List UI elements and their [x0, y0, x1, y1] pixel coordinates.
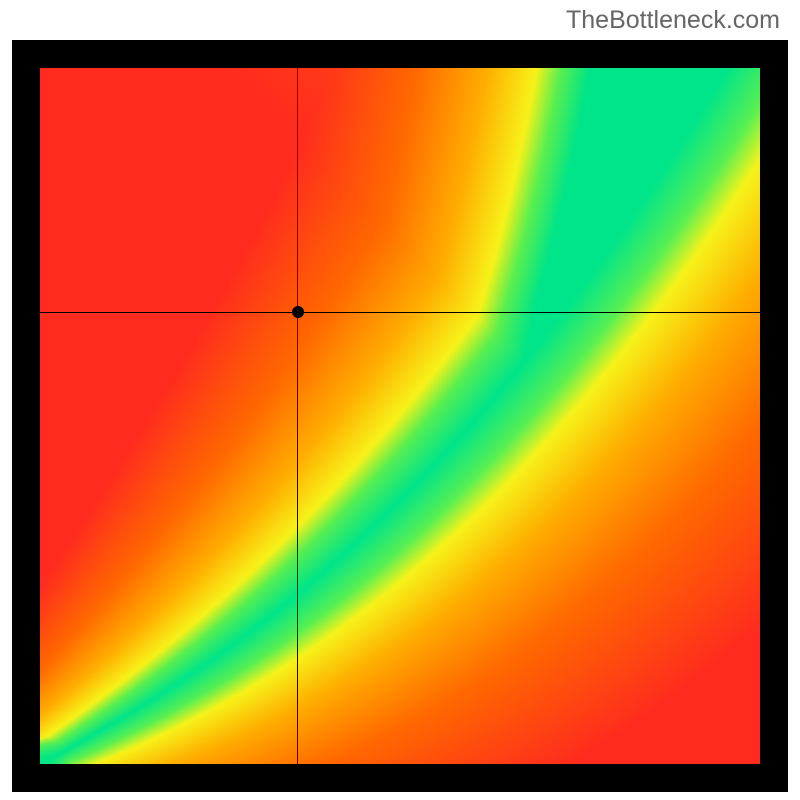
crosshair-horizontal	[40, 312, 760, 313]
crosshair-vertical	[297, 68, 298, 764]
bottleneck-heatmap	[40, 68, 760, 764]
watermark-text: TheBottleneck.com	[566, 6, 780, 35]
selection-marker	[292, 306, 304, 318]
stage: TheBottleneck.com	[0, 0, 800, 800]
